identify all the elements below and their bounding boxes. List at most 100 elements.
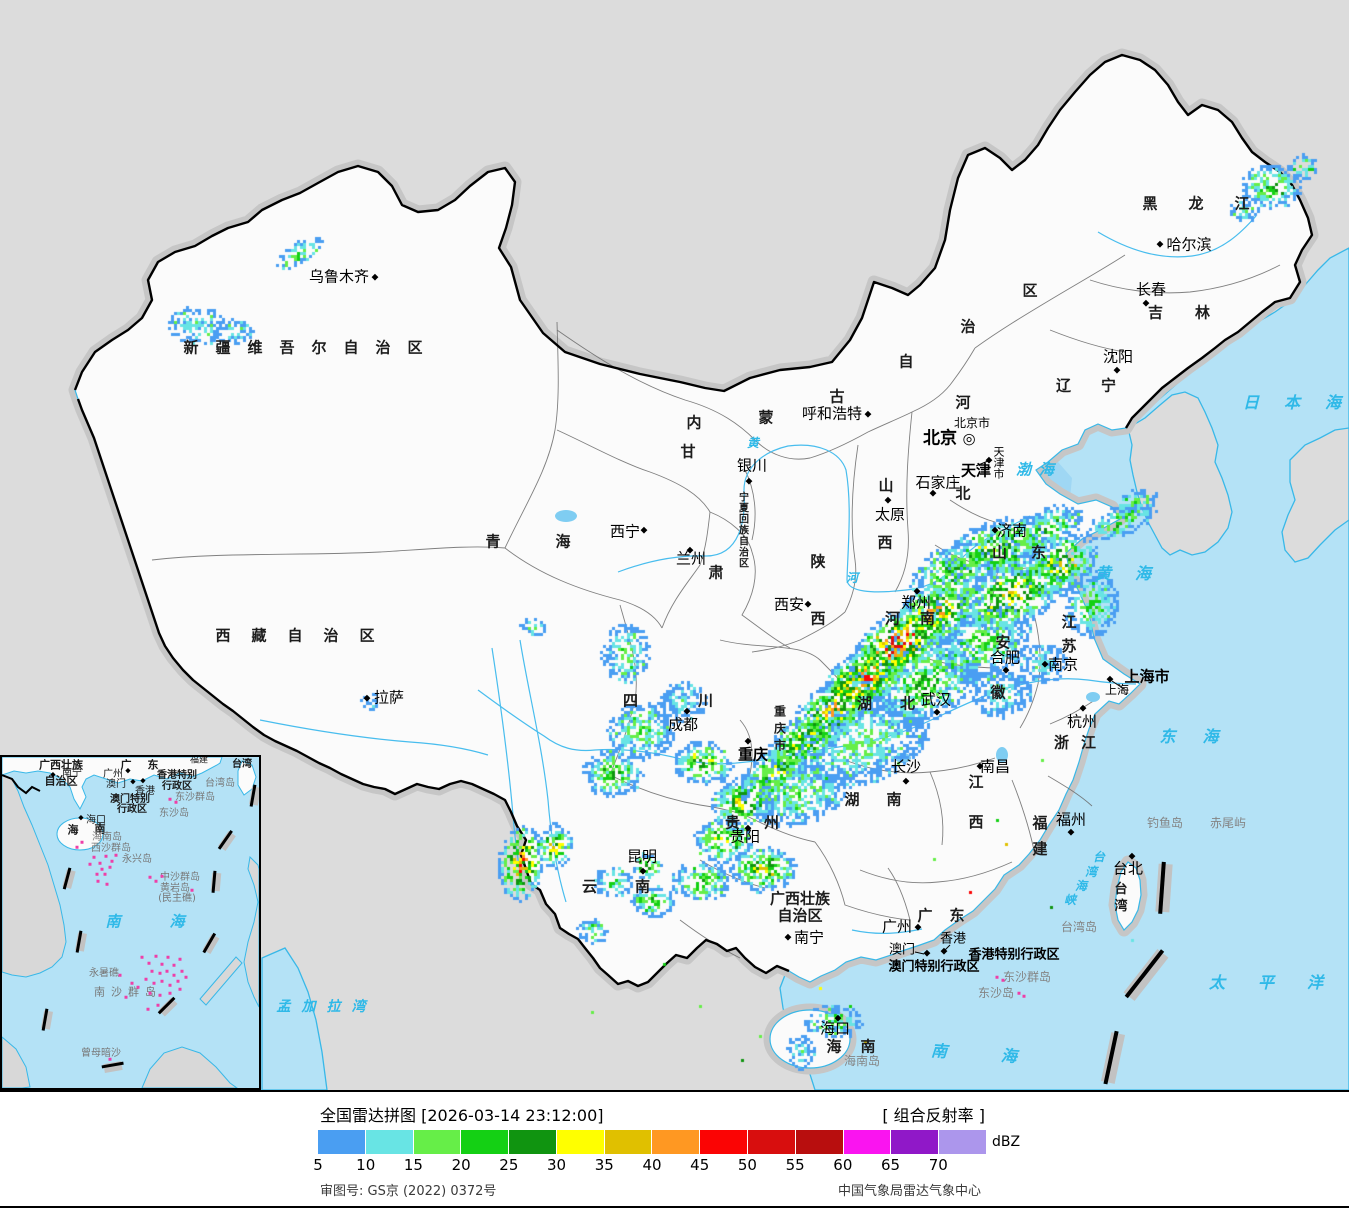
inset-hainan	[56, 817, 104, 851]
dbz-tick-label: 55	[785, 1156, 805, 1174]
inset-label: (民主礁)	[158, 893, 196, 904]
sea-name-char: 河	[845, 571, 859, 585]
island-name-label: 东沙群岛	[1002, 970, 1052, 984]
city-label: 南京	[1047, 655, 1079, 674]
sea-name-char: 湾	[1084, 865, 1098, 879]
inset-city-marker: ◆	[125, 766, 131, 775]
dbz-swatch	[365, 1130, 413, 1154]
city-marker: ◆	[985, 455, 993, 466]
city-marker: ◆	[1067, 827, 1075, 838]
province-label: 蒙	[758, 408, 774, 427]
inset-vietnam-land	[2, 774, 67, 978]
province-label: 新疆维吾尔自治区	[183, 338, 440, 357]
city-label: 太原	[874, 505, 906, 524]
city-label: 成都	[667, 715, 699, 734]
islet-dot	[176, 979, 180, 983]
sea-name-label: 南海	[930, 1041, 1072, 1070]
province-label: 辽宁	[1055, 376, 1147, 395]
islet-dot	[168, 797, 172, 801]
islet-dot	[98, 861, 102, 865]
municipality-label: 重庆	[737, 745, 769, 764]
city-label: 拉萨	[373, 688, 405, 707]
city-label: 石家庄	[915, 473, 961, 492]
province-label: 安	[995, 633, 1011, 652]
inset-label: 海	[67, 823, 79, 837]
product-type-label: [ 组合反射率 ]	[882, 1106, 985, 1125]
city-marker: ◆	[923, 948, 931, 959]
sea-name-label: 日本海	[1242, 393, 1341, 412]
inset-label: 南宁	[62, 768, 82, 779]
dbz-swatch	[556, 1130, 604, 1154]
boundary-dash	[1100, 1030, 1126, 1085]
sea-name-label: 太平洋	[1208, 973, 1349, 992]
province-label: 海南	[826, 1037, 895, 1056]
dbz-swatch	[700, 1130, 748, 1154]
inset-label: 黄岩岛	[160, 883, 190, 894]
islet-dot	[154, 879, 158, 883]
inset-city-marker: ◆	[140, 776, 146, 785]
island-name-label: 赤尾屿	[1209, 816, 1247, 830]
city-marker: ◆	[914, 922, 922, 933]
dbz-unit-label: dBZ	[992, 1134, 1021, 1150]
inset-malay	[2, 1036, 31, 1088]
islet-dot	[160, 962, 164, 966]
inset-label: 台湾	[232, 759, 252, 770]
municipality-label: 天津	[960, 461, 992, 480]
province-label: 贵州	[724, 813, 804, 832]
province-label: 北	[955, 484, 971, 503]
inset-label: 南	[94, 822, 106, 836]
province-label: 青海	[485, 532, 626, 551]
boundary-dash	[41, 1008, 53, 1031]
city-label: 合肥	[989, 648, 1021, 667]
city-marker: ◆	[1128, 851, 1136, 862]
inset-labels-layer: 广西壮族 自治区 南宁广东广州 香港特别 行政区 澳门 香港 澳门特别 行政区 福建 台湾 台湾岛 东沙…	[2, 757, 259, 1088]
province-label: 山	[878, 476, 894, 495]
islet-dot	[103, 872, 107, 876]
inset-label: 行政区	[162, 781, 192, 792]
islet-dot	[154, 954, 158, 958]
province-label: 甘	[680, 442, 696, 461]
inset-label: 曾母暗沙	[81, 1048, 121, 1059]
product-title: 全国雷达拼图 [2026-03-14 23:12:00]	[320, 1106, 604, 1125]
municipality-label: 上海	[1104, 683, 1130, 697]
islet-dot	[184, 975, 188, 979]
islet-dot	[144, 977, 148, 981]
inset-label: 福建	[189, 755, 209, 766]
islet-dot	[75, 845, 79, 849]
province-label: 内	[686, 413, 702, 432]
province-label: 古	[829, 387, 845, 406]
municipality-label: 北京市	[953, 416, 991, 430]
city-marker: ◆	[363, 693, 371, 704]
dbz-swatch	[891, 1130, 939, 1154]
city-marker: ◆	[1041, 659, 1049, 670]
inset-label: 行政区	[117, 804, 147, 815]
province-label: 西	[810, 609, 826, 628]
inset-china-vietnam-border	[2, 774, 41, 795]
islet-dot	[160, 979, 164, 983]
province-label: 区	[1022, 281, 1038, 300]
islet-dot	[168, 983, 172, 987]
province-label: 四川	[622, 691, 774, 710]
sea-name-char: 台	[1092, 850, 1106, 864]
inset-china-land	[2, 757, 223, 811]
province-label: 山东	[991, 543, 1071, 562]
dbz-tick-label: 20	[451, 1156, 471, 1174]
inset-label: 东沙岛	[159, 808, 189, 819]
inset-label: 香港特别	[157, 770, 197, 781]
city-marker: ◆	[933, 707, 941, 718]
sea-name-char: 峡	[1063, 893, 1077, 907]
inset-label: 澳门特别	[110, 794, 150, 805]
island-name-label: 海南岛	[843, 1054, 881, 1068]
dbz-tick-labels: 5 10 15 20 25 30 35 40 45 50 55 60 65 70	[0, 1156, 1349, 1176]
boundary-dash	[210, 870, 222, 893]
island-name-label: 东沙岛	[977, 986, 1015, 1000]
islet-dot	[156, 1003, 160, 1007]
city-label: 西宁	[609, 522, 641, 541]
city-marker: ◆	[744, 823, 752, 834]
dbz-swatch	[843, 1130, 891, 1154]
province-label: 江西	[968, 773, 984, 831]
islet-dot	[105, 882, 109, 886]
dbz-tick-label: 40	[642, 1156, 662, 1174]
boundary-dash	[1123, 949, 1169, 1001]
islet-dot	[130, 981, 134, 985]
